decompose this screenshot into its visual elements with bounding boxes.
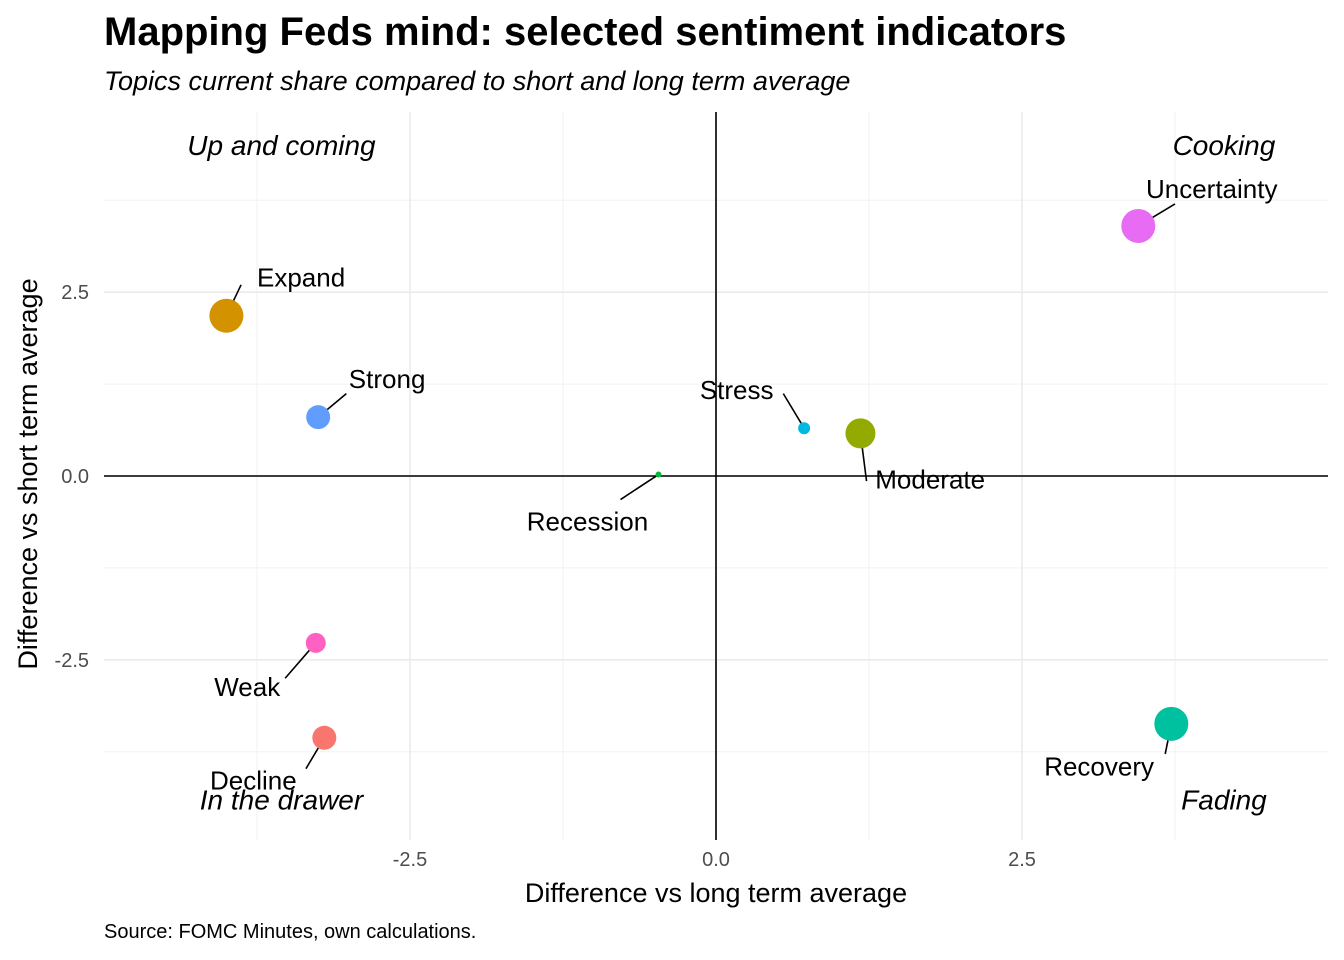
y-tick-label: 2.5 (61, 282, 89, 304)
data-label: Recovery (1044, 751, 1154, 781)
quadrant-label: Up and coming (187, 130, 376, 161)
y-tick-label: -2.5 (55, 650, 89, 672)
label-connector (620, 473, 659, 501)
chart-title: Mapping Feds mind: selected sentiment in… (104, 10, 1067, 54)
x-axis-label: Difference vs long term average (525, 878, 907, 908)
reference-lines (104, 112, 1328, 840)
data-point (845, 418, 876, 449)
data-label: Expand (257, 262, 345, 292)
source-caption: Source: FOMC Minutes, own calculations. (104, 921, 477, 943)
data-label: Recession (527, 507, 648, 537)
data-point (1121, 208, 1156, 243)
quadrant-label: Cooking (1173, 130, 1276, 161)
data-label: Stress (700, 375, 774, 405)
x-tick-label: 2.5 (1008, 849, 1036, 871)
point-labels: Uncertainty Expand Strong Stress Moderate Rec… (210, 174, 1278, 795)
x-tick-label: -2.5 (393, 849, 427, 871)
data-point (798, 422, 811, 435)
label-connector (782, 393, 805, 429)
axis-ticks: -2.5 0.0 2.5 -2.5 0.0 2.5 (55, 282, 1036, 871)
data-points (209, 208, 1189, 750)
data-point (305, 632, 326, 653)
data-label: Strong (349, 364, 426, 394)
data-point (209, 298, 244, 333)
label-connectors (225, 203, 1176, 770)
x-tick-label: 0.0 (702, 849, 730, 871)
data-label: Weak (214, 672, 281, 702)
quadrant-label: In the drawer (200, 785, 365, 816)
y-axis-label: Difference vs short term average (13, 278, 43, 669)
y-tick-label: 0.0 (61, 466, 89, 488)
data-label: Decline (210, 765, 297, 795)
data-label: Moderate (875, 465, 985, 495)
data-label: Uncertainty (1146, 174, 1278, 204)
quadrant-labels: Up and coming Cooking In the drawer Fading (187, 130, 1275, 815)
chart-subtitle: Topics current share compared to short a… (104, 66, 851, 96)
data-point (306, 405, 331, 430)
data-point (312, 725, 337, 750)
data-point (1154, 706, 1189, 741)
data-point (655, 471, 662, 478)
quadrant-label: Fading (1181, 785, 1267, 816)
